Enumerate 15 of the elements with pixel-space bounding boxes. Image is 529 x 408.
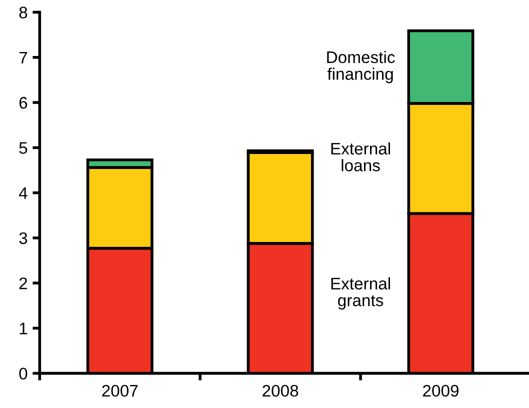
y-tick-label: 7 [19,52,28,64]
y-tick-label: 4 [18,187,28,199]
y-tick-label: 6 [19,96,28,109]
y-tick-label: 1 [20,322,28,334]
x-tick-label: 2008 [262,384,298,397]
series-label: External loans [331,142,390,172]
series-label: External grants [331,277,390,310]
x-tick-label: 2007 [102,384,138,397]
y-tick-label: 8 [19,6,28,18]
y-tick-label: 5 [19,142,28,154]
y-tick-label: 0 [19,368,28,380]
y-tick-label: 3 [19,232,28,244]
y-tick-label: 2 [19,277,28,290]
x-tick-label: 2009 [423,384,459,397]
series-label: Domestic financing [327,50,395,84]
